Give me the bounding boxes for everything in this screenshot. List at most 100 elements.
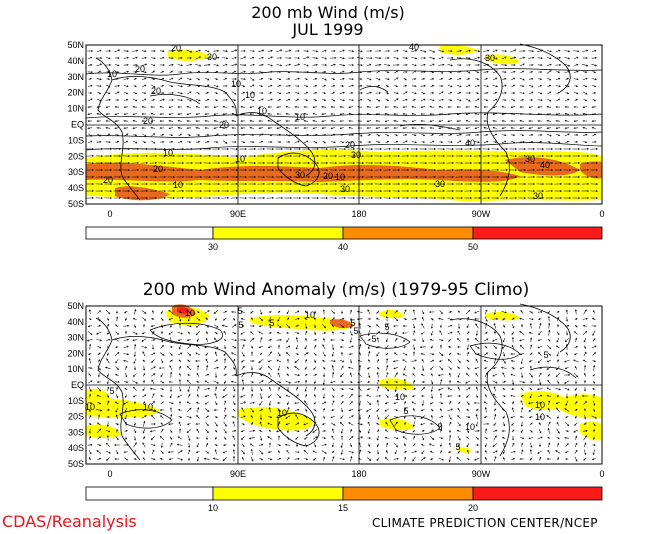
wind-vector-head <box>90 56 93 59</box>
wind-vector-head <box>360 423 363 426</box>
wind-vector-head <box>514 49 517 52</box>
wind-vector-head <box>314 386 317 389</box>
wind-vector-head <box>591 317 595 320</box>
wind-vector-arrow <box>124 99 128 101</box>
wind-vector-head <box>586 168 590 171</box>
wind-vector-head <box>505 64 508 67</box>
wind-vector-arrow <box>159 50 165 52</box>
wind-vector-head <box>351 388 354 391</box>
wind-vector-head <box>566 442 569 446</box>
wind-vector-head <box>331 435 334 438</box>
wind-vector-head <box>190 182 194 186</box>
wind-vector-head <box>531 140 534 143</box>
wind-vector-arrow <box>385 71 389 73</box>
wind-vector-head <box>503 361 506 364</box>
wind-vector-head <box>594 85 597 88</box>
wind-vector-head <box>252 359 255 363</box>
wind-vector-arrow <box>150 127 156 129</box>
wind-vector-head <box>270 416 273 419</box>
wind-vector-head <box>564 105 567 108</box>
wind-vector-head <box>232 421 235 424</box>
wind-vector-head <box>225 141 228 144</box>
wind-vector-head <box>172 154 176 157</box>
wind-vector-head <box>267 346 270 349</box>
wind-vector-arrow <box>538 395 542 397</box>
wind-vector-head <box>339 345 343 349</box>
wind-vector-arrow <box>457 415 461 419</box>
wind-vector-head <box>295 445 299 448</box>
wind-vector-arrow <box>115 394 119 398</box>
wind-vector-arrow <box>537 388 543 390</box>
wind-vector-arrow <box>214 106 218 108</box>
wind-vector-head <box>342 57 345 60</box>
wind-vector-head <box>322 375 326 378</box>
wind-vector-head <box>504 56 507 59</box>
wind-vector-arrow <box>123 401 129 405</box>
wind-vector-head <box>468 63 471 66</box>
wind-vector-head <box>473 401 476 404</box>
wind-vector-head <box>234 429 237 432</box>
wind-vector-head <box>548 141 551 144</box>
wind-vector-arrow <box>124 140 128 144</box>
wind-vector-head <box>267 105 270 109</box>
wind-vector-head <box>403 339 406 342</box>
wind-vector-head <box>171 98 174 101</box>
wind-vector-head <box>108 92 111 95</box>
wind-vector-head <box>505 168 509 171</box>
wind-vector-head <box>514 183 518 186</box>
wind-vector-head <box>376 423 379 425</box>
wind-vector-head <box>519 331 522 334</box>
wind-vector-head <box>376 337 379 340</box>
wind-vector-arrow <box>213 120 219 122</box>
wind-vector-head <box>547 379 550 382</box>
wind-vector-arrow <box>510 140 516 144</box>
wind-vector-head <box>330 339 333 342</box>
wind-vector-head <box>145 161 149 164</box>
wind-vector-head <box>187 359 190 362</box>
wind-vector-arrow <box>474 141 480 143</box>
wind-vector-arrow <box>96 113 102 115</box>
wind-vector-head <box>142 431 145 434</box>
wind-vector-arrow <box>178 386 182 392</box>
wind-vector-head <box>136 189 140 193</box>
wind-vector-head <box>235 196 239 199</box>
wind-vector-head <box>593 364 596 368</box>
wind-vector-arrow <box>114 64 120 66</box>
wind-vector-arrow <box>492 373 498 377</box>
wind-vector-head <box>419 346 422 349</box>
wind-vector-head <box>116 452 119 455</box>
wind-vector-head <box>144 50 147 53</box>
wind-vector-head <box>532 196 536 200</box>
wind-vector-head <box>520 309 523 313</box>
wind-vector-arrow <box>150 57 156 59</box>
wind-vector-head <box>297 85 300 88</box>
wind-vector-head <box>386 372 389 375</box>
wind-vector-head <box>523 147 527 151</box>
wind-vector-head <box>466 337 470 340</box>
wind-vector-head <box>522 437 525 440</box>
wind-vector-head <box>361 155 365 158</box>
wind-vector-arrow <box>186 78 192 80</box>
wind-vector-head <box>549 57 552 60</box>
wind-vector-head <box>540 57 543 60</box>
wind-vector-head <box>223 318 226 321</box>
wind-vector-head <box>449 71 452 74</box>
wind-vector-head <box>586 197 590 200</box>
wind-vector-head <box>574 388 577 391</box>
wind-vector-head <box>558 77 561 80</box>
wind-vector-head <box>215 359 218 362</box>
top-contour-label: 30 <box>207 52 217 62</box>
wind-vector-arrow <box>295 422 299 426</box>
wind-vector-arrow <box>178 436 182 440</box>
wind-vector-head <box>559 63 562 66</box>
wind-vector-head <box>88 309 91 312</box>
wind-vector-arrow <box>547 359 551 363</box>
wind-vector-arrow <box>321 450 327 454</box>
wind-vector-head <box>142 359 145 362</box>
wind-vector-arrow <box>377 372 379 378</box>
wind-vector-head <box>332 317 335 320</box>
wind-vector-head <box>163 162 167 165</box>
wind-vector-head <box>213 113 216 116</box>
wind-vector-head <box>523 176 527 179</box>
wind-vector-head <box>565 396 569 399</box>
